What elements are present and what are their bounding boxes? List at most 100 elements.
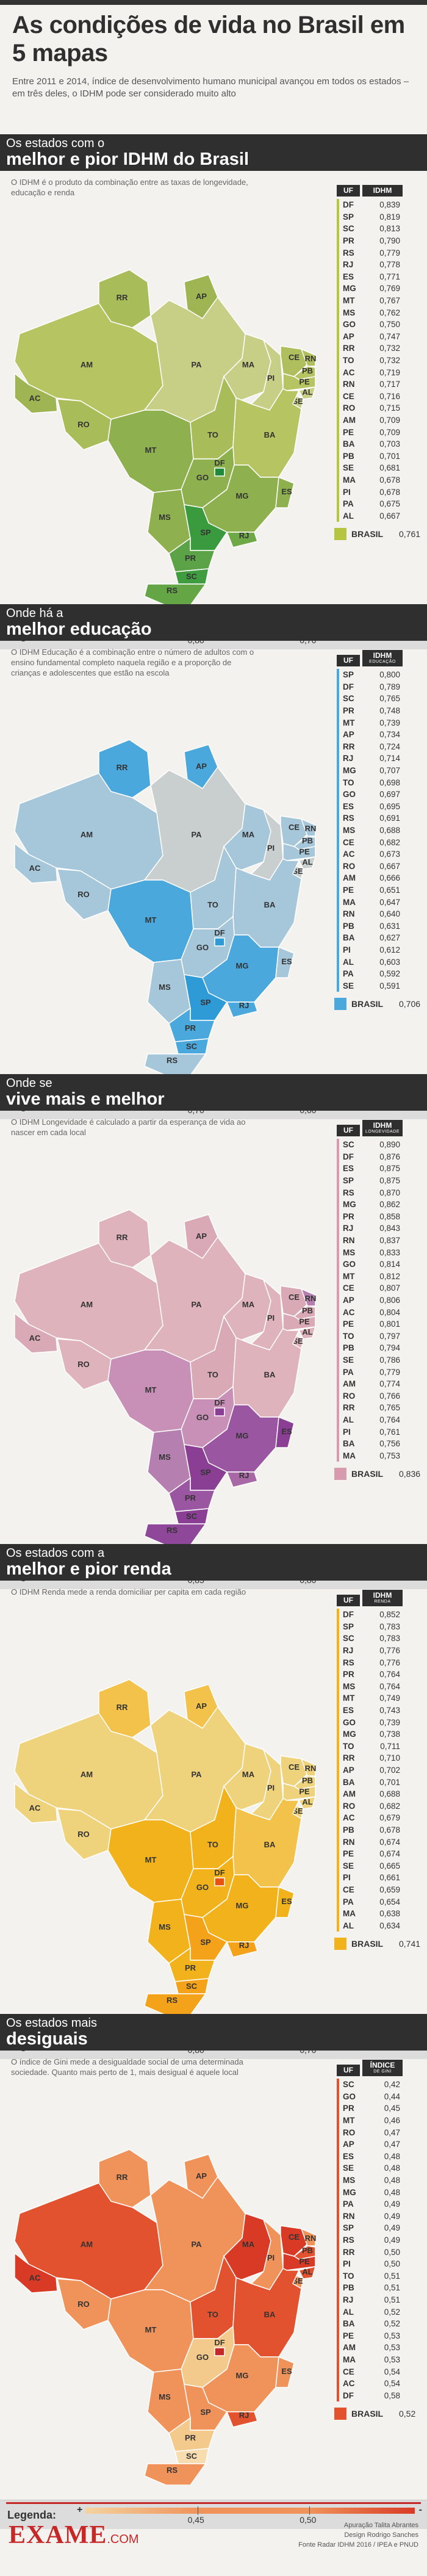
- table-row: RN 0,49: [339, 2210, 421, 2223]
- state-label: RJ: [239, 1001, 249, 1010]
- row-value: 0,769: [379, 284, 400, 294]
- table-row: AM 0,666: [339, 872, 421, 884]
- table-row: AC 0,54: [339, 2378, 421, 2390]
- row-value: 0,631: [379, 921, 400, 931]
- state-rj[interactable]: [226, 2411, 258, 2428]
- state-es[interactable]: [275, 476, 295, 508]
- row-uf: SE: [343, 2163, 354, 2173]
- table-row: RR 0,724: [339, 741, 421, 753]
- brasil-value: 0,52: [399, 2409, 416, 2419]
- state-es[interactable]: [275, 1886, 295, 1918]
- row-value: 0,48: [384, 2163, 400, 2173]
- state-ac[interactable]: [14, 1782, 58, 1824]
- state-ac[interactable]: [14, 372, 58, 414]
- table-row: PI 0,761: [339, 1426, 421, 1438]
- table-row: CE 0,807: [339, 1282, 421, 1294]
- row-uf: SP: [343, 1622, 354, 1631]
- row-uf: PA: [343, 2199, 354, 2209]
- state-rn[interactable]: [300, 818, 316, 837]
- table-row: SE 0,681: [339, 462, 421, 474]
- state-al[interactable]: [298, 1326, 317, 1340]
- row-value: 0,776: [379, 1658, 400, 1667]
- row-uf: RN: [343, 909, 355, 919]
- row-value: 0,647: [379, 897, 400, 907]
- state-rj[interactable]: [226, 1941, 258, 1958]
- row-value: 0,813: [379, 224, 400, 234]
- state-rn[interactable]: [300, 1288, 316, 1307]
- state-rn[interactable]: [300, 348, 316, 367]
- state-label: PI: [267, 843, 274, 853]
- table-row: SP 0,819: [339, 211, 421, 223]
- row-uf: RJ: [343, 754, 354, 763]
- row-value: 0,875: [379, 1164, 400, 1174]
- state-rj[interactable]: [226, 1471, 258, 1488]
- table-row: MS 0,688: [339, 824, 421, 837]
- state-es[interactable]: [275, 946, 295, 978]
- state-ac[interactable]: [14, 2252, 58, 2293]
- state-label: SP: [200, 528, 211, 537]
- table-row: PI 0,612: [339, 944, 421, 956]
- row-uf: AL: [343, 511, 354, 521]
- table-row: PR 0,748: [339, 705, 421, 717]
- state-al[interactable]: [298, 1795, 317, 1809]
- index-column-header: IDHM EDUCAÇÃO: [362, 650, 403, 666]
- state-label: SC: [186, 2452, 198, 2461]
- section-header-small: Os estados mais: [6, 2016, 97, 2030]
- brasil-swatch: [334, 998, 346, 1011]
- state-es[interactable]: [275, 1416, 295, 1448]
- ranking-table: UF IDHM RENDA DF 0,852 SP 0,783 SC 0,783 RJ 0,776 R…: [329, 1584, 421, 1950]
- row-uf: RS: [343, 2235, 354, 2245]
- row-value: 0,50: [384, 2247, 400, 2257]
- state-rj[interactable]: [226, 532, 258, 548]
- page-subtitle: Entre 2011 e 2014, índice de desenvolvim…: [12, 76, 409, 99]
- table-row: MA 0,647: [339, 896, 421, 908]
- row-uf: RO: [343, 403, 356, 413]
- table-row: DF 0,58: [339, 2389, 421, 2401]
- table-row: PB 0,631: [339, 920, 421, 932]
- state-df[interactable]: [214, 2347, 225, 2356]
- section-header: Os estados com a melhor e pior renda: [0, 1544, 427, 1581]
- state-label: MG: [236, 1901, 249, 1910]
- state-label: TO: [207, 900, 218, 909]
- state-df[interactable]: [214, 467, 225, 477]
- row-uf: MS: [343, 2176, 356, 2185]
- state-df[interactable]: [214, 1407, 225, 1416]
- map-section: Onde há a melhor educação O IDHM Educação …: [0, 604, 427, 1123]
- state-al[interactable]: [298, 2265, 317, 2279]
- row-uf: AM: [343, 2343, 356, 2353]
- row-uf: BA: [343, 1777, 355, 1787]
- state-ac[interactable]: [14, 842, 58, 884]
- exame-logo[interactable]: EXAME.COM: [9, 2521, 139, 2549]
- state-rn[interactable]: [300, 2228, 316, 2246]
- state-rj[interactable]: [226, 1001, 258, 1018]
- brasil-row: BRASIL 0,761: [334, 528, 421, 541]
- state-label: ES: [281, 1427, 292, 1436]
- table-row: CE 0,659: [339, 1884, 421, 1896]
- row-uf: PA: [343, 499, 354, 509]
- row-uf: SC: [343, 694, 354, 704]
- legend-plus: +: [77, 2505, 83, 2515]
- row-uf: PB: [343, 1343, 354, 1353]
- brasil-label: BRASIL: [351, 2409, 384, 2419]
- state-rn[interactable]: [300, 1758, 316, 1777]
- state-df[interactable]: [214, 1877, 225, 1886]
- state-al[interactable]: [298, 386, 317, 400]
- section-description: O IDHM Longevidade é calculado a partir …: [11, 1117, 246, 1137]
- state-al[interactable]: [298, 856, 317, 870]
- table-row: SC 0,783: [339, 1633, 421, 1645]
- row-value: 0,53: [384, 2343, 400, 2353]
- row-uf: CE: [343, 1885, 354, 1894]
- legend-tick-label: 0,45: [187, 2515, 204, 2525]
- state-es[interactable]: [275, 2356, 295, 2388]
- state-ac[interactable]: [14, 1312, 58, 1354]
- row-value: 0,47: [384, 2127, 400, 2137]
- legend-tick-label: 0,50: [300, 2515, 317, 2525]
- row-value: 0,674: [379, 1837, 400, 1847]
- state-df[interactable]: [214, 937, 225, 947]
- state-label: PR: [185, 1493, 196, 1503]
- row-uf: GO: [343, 320, 356, 330]
- row-value: 0,667: [379, 511, 400, 521]
- table-row: RN 0,837: [339, 1235, 421, 1247]
- table-row: AP 0,806: [339, 1294, 421, 1307]
